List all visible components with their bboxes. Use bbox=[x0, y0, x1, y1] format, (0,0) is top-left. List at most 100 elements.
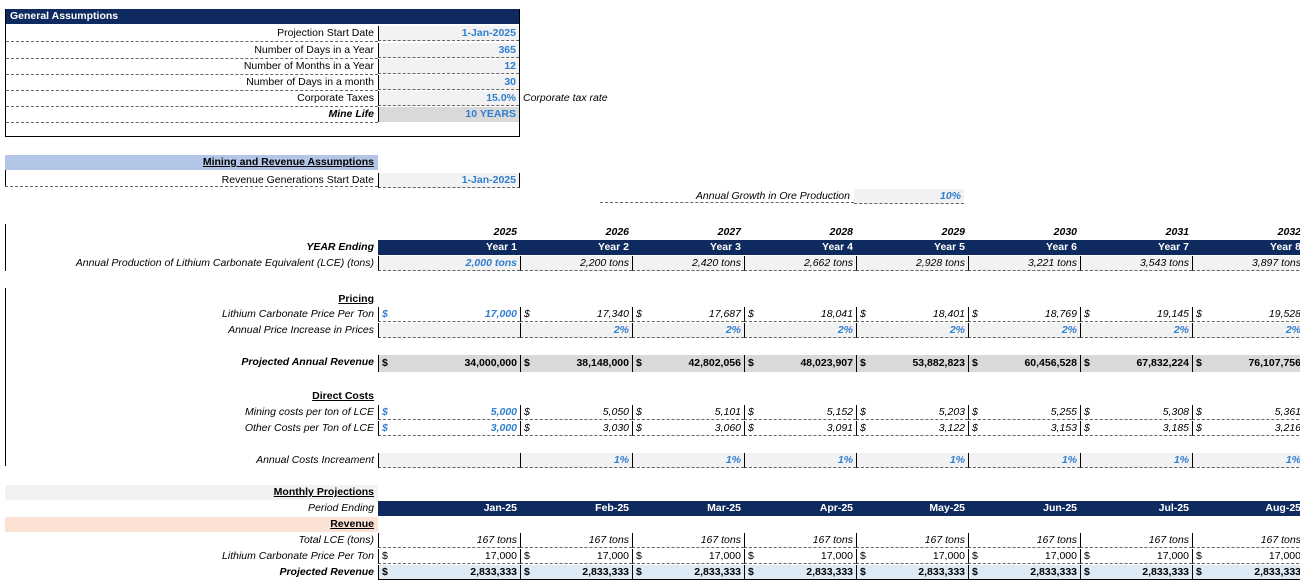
monthly-price-cell[interactable]: $17,000 bbox=[1192, 549, 1300, 564]
increase-cell[interactable]: 2% bbox=[968, 323, 1080, 338]
general-row-value[interactable]: 1-Jan-2025 bbox=[378, 26, 519, 41]
other-cost-cell[interactable]: $3,185 bbox=[1080, 421, 1192, 436]
cell-value: 2,833,333 bbox=[470, 566, 517, 578]
mining-cost-cell[interactable]: $5,255 bbox=[968, 405, 1080, 420]
monthly-price-cell[interactable]: $17,000 bbox=[520, 549, 632, 564]
production-value[interactable]: 3,221 tons bbox=[968, 256, 1080, 271]
increase-cell[interactable]: 2% bbox=[520, 323, 632, 338]
monthly-revenue-cell[interactable]: $2,833,333 bbox=[632, 565, 744, 580]
increase-cell[interactable]: 2% bbox=[744, 323, 856, 338]
cell-value: 2% bbox=[1285, 324, 1300, 336]
mining-cost-cell[interactable]: $5,000 bbox=[378, 405, 520, 420]
mining-cost-cell[interactable]: $5,050 bbox=[520, 405, 632, 420]
increase-cell[interactable]: 2% bbox=[856, 323, 968, 338]
other-cost-cell[interactable]: $3,000 bbox=[378, 421, 520, 436]
growth-value[interactable]: 10% bbox=[854, 189, 964, 204]
price-cell[interactable]: $17,000 bbox=[378, 307, 520, 322]
general-row-value[interactable]: 30 bbox=[378, 75, 519, 90]
price-cell[interactable]: $19,145 bbox=[1080, 307, 1192, 322]
cost-increment-cell[interactable]: 1% bbox=[1192, 453, 1300, 468]
other-cost-cell[interactable]: $3,060 bbox=[632, 421, 744, 436]
monthly-revenue-cell[interactable]: $2,833,333 bbox=[856, 565, 968, 580]
cost-increment-cell[interactable]: 1% bbox=[520, 453, 632, 468]
price-cell[interactable]: $19,528 bbox=[1192, 307, 1300, 322]
other-cost-cell[interactable]: $3,153 bbox=[968, 421, 1080, 436]
price-cell[interactable]: $18,769 bbox=[968, 307, 1080, 322]
lce-cell[interactable]: 167 tons bbox=[856, 533, 968, 548]
production-value[interactable]: 2,420 tons bbox=[632, 256, 744, 271]
cell-value: 17,000 bbox=[1044, 550, 1077, 562]
annual-revenue-cell[interactable]: $34,000,000 bbox=[378, 355, 520, 372]
annual-revenue-cell[interactable]: $53,882,823 bbox=[856, 355, 968, 372]
annual-revenue-cell[interactable]: $60,456,528 bbox=[968, 355, 1080, 372]
monthly-revenue-cell[interactable]: $2,833,333 bbox=[1080, 565, 1192, 580]
mining-cost-cell[interactable]: $5,101 bbox=[632, 405, 744, 420]
general-row-value[interactable]: 12 bbox=[378, 59, 519, 74]
monthly-price-cell[interactable]: $17,000 bbox=[968, 549, 1080, 564]
monthly-price-cell[interactable]: $17,000 bbox=[1080, 549, 1192, 564]
cell-value: 167 tons bbox=[924, 534, 965, 546]
monthly-revenue-cell[interactable]: $2,833,333 bbox=[378, 565, 520, 580]
price-cell[interactable]: $18,401 bbox=[856, 307, 968, 322]
general-row-value[interactable]: 10 YEARS bbox=[378, 107, 519, 122]
monthly-price-cell[interactable]: $17,000 bbox=[632, 549, 744, 564]
price-cell[interactable]: $17,340 bbox=[520, 307, 632, 322]
annual-revenue-cell[interactable]: $67,832,224 bbox=[1080, 355, 1192, 372]
cost-increment-cell[interactable]: 1% bbox=[632, 453, 744, 468]
monthly-price-cell[interactable]: $17,000 bbox=[744, 549, 856, 564]
production-value[interactable]: 3,897 tons bbox=[1192, 256, 1300, 271]
mining-cost-cell[interactable]: $5,308 bbox=[1080, 405, 1192, 420]
monthly-revenue-cell[interactable]: $2,833,333 bbox=[744, 565, 856, 580]
cost-increment-cell[interactable]: 1% bbox=[744, 453, 856, 468]
other-cost-cell[interactable]: $3,030 bbox=[520, 421, 632, 436]
lce-cell[interactable]: 167 tons bbox=[968, 533, 1080, 548]
mining-cost-cell[interactable]: $5,361 bbox=[1192, 405, 1300, 420]
monthly-price-cell[interactable]: $17,000 bbox=[378, 549, 520, 564]
price-cell[interactable]: $17,687 bbox=[632, 307, 744, 322]
price-cell[interactable]: $18,041 bbox=[744, 307, 856, 322]
general-row-value[interactable]: 365 bbox=[378, 43, 519, 58]
increase-cell[interactable] bbox=[378, 323, 520, 338]
lce-cell[interactable]: 167 tons bbox=[1192, 533, 1300, 548]
other-cost-cell[interactable]: $3,122 bbox=[856, 421, 968, 436]
general-row-value[interactable]: 15.0% bbox=[378, 91, 519, 106]
production-value[interactable]: 2,928 tons bbox=[856, 256, 968, 271]
monthly-revenue-cell[interactable]: $2,833,333 bbox=[520, 565, 632, 580]
cell-value: 2% bbox=[949, 324, 965, 336]
currency-symbol: $ bbox=[524, 550, 530, 562]
lce-cell[interactable]: 167 tons bbox=[378, 533, 520, 548]
annual-revenue-cell[interactable]: $42,802,056 bbox=[632, 355, 744, 372]
increase-cell[interactable]: 2% bbox=[1192, 323, 1300, 338]
increase-cell[interactable]: 2% bbox=[632, 323, 744, 338]
other-cost-cell[interactable]: $3,216 bbox=[1192, 421, 1300, 436]
mining-cost-cell[interactable]: $5,203 bbox=[856, 405, 968, 420]
cell-value: 5,361 bbox=[1274, 406, 1300, 418]
lce-cell[interactable]: 167 tons bbox=[1080, 533, 1192, 548]
lce-cell[interactable]: 167 tons bbox=[632, 533, 744, 548]
increase-cell[interactable]: 2% bbox=[1080, 323, 1192, 338]
monthly-price-cell[interactable]: $17,000 bbox=[856, 549, 968, 564]
monthly-revenue-cell[interactable]: $2,833,333 bbox=[1192, 565, 1300, 580]
production-value[interactable]: 3,543 tons bbox=[1080, 256, 1192, 271]
cell-value: 1% bbox=[1061, 454, 1077, 466]
lce-cell[interactable]: 167 tons bbox=[744, 533, 856, 548]
annual-revenue-cell[interactable]: $38,148,000 bbox=[520, 355, 632, 372]
rev-start-value[interactable]: 1-Jan-2025 bbox=[378, 173, 520, 188]
general-row-label: Number of Days in a month bbox=[6, 75, 378, 91]
other-cost-cell[interactable]: $3,091 bbox=[744, 421, 856, 436]
cost-increment-cell[interactable]: 1% bbox=[968, 453, 1080, 468]
annual-revenue-cell[interactable]: $76,107,756 bbox=[1192, 355, 1300, 372]
mining-cost-cell[interactable]: $5,152 bbox=[744, 405, 856, 420]
currency-symbol: $ bbox=[636, 357, 642, 369]
annual-revenue-cell[interactable]: $48,023,907 bbox=[744, 355, 856, 372]
cost-increment-cell[interactable]: 1% bbox=[1080, 453, 1192, 468]
production-value[interactable]: 2,000 tons bbox=[378, 256, 520, 271]
currency-symbol: $ bbox=[1084, 566, 1090, 578]
lce-cell[interactable]: 167 tons bbox=[520, 533, 632, 548]
general-assumptions-title: General Assumptions bbox=[6, 9, 519, 24]
production-value[interactable]: 2,662 tons bbox=[744, 256, 856, 271]
cost-increment-cell[interactable]: 1% bbox=[856, 453, 968, 468]
production-value[interactable]: 2,200 tons bbox=[520, 256, 632, 271]
cost-increment-cell[interactable] bbox=[378, 453, 520, 468]
monthly-revenue-cell[interactable]: $2,833,333 bbox=[968, 565, 1080, 580]
